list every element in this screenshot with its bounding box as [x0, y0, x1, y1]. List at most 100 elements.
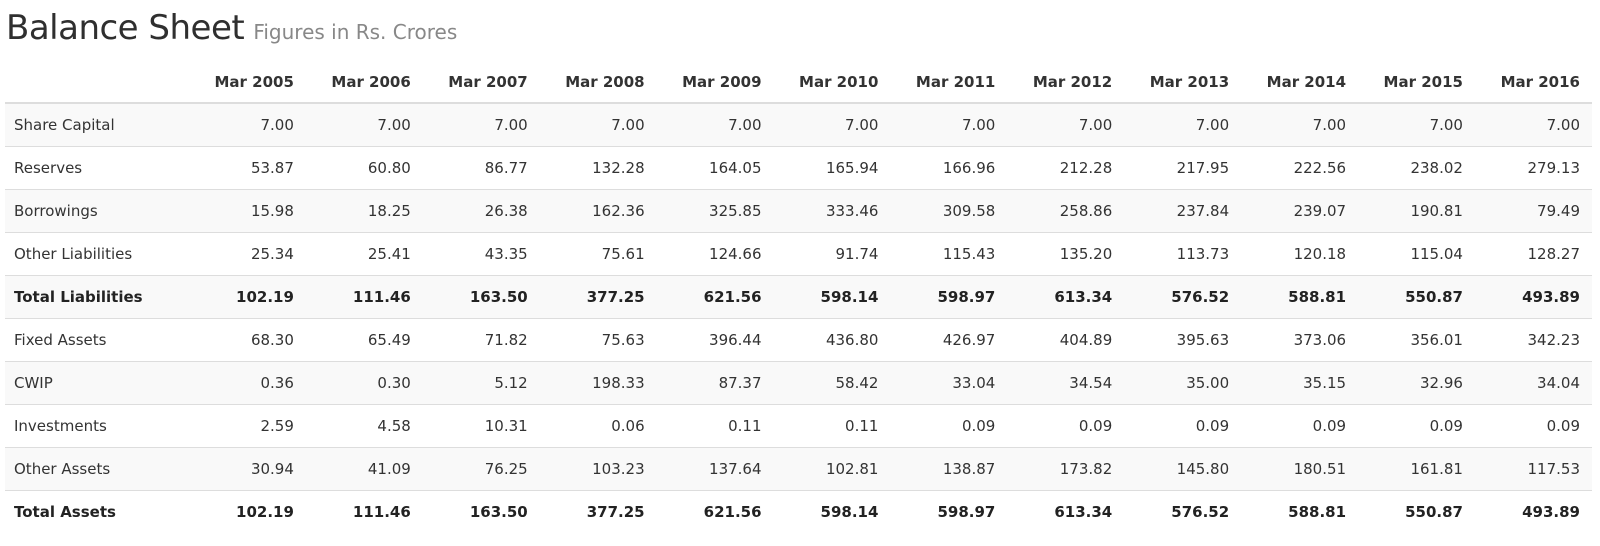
table-cell: 279.13 — [1474, 146, 1592, 190]
table-cell: 7.00 — [539, 102, 657, 147]
column-header: Mar 2010 — [773, 61, 891, 104]
table-cell: 0.36 — [189, 361, 306, 405]
table-cell: 588.81 — [1241, 275, 1359, 319]
table-cell: 26.38 — [422, 189, 540, 233]
row-label: Investments — [5, 404, 189, 448]
row-label: Other Assets — [5, 447, 189, 491]
table-cell: 111.46 — [305, 275, 423, 319]
table-cell: 180.51 — [1241, 447, 1359, 491]
table-cell: 10.31 — [422, 404, 540, 448]
table-cell: 576.52 — [1124, 490, 1242, 533]
table-cell: 68.30 — [189, 318, 306, 362]
table-row-total: Total Assets 102.19 111.46 163.50 377.25 621.… — [5, 490, 1592, 533]
table-cell: 164.05 — [656, 146, 774, 190]
table-row: Other Assets 30.94 41.09 76.25 103.23 137.64 1… — [5, 447, 1592, 491]
row-label: Total Liabilities — [5, 275, 189, 319]
table-cell: 102.19 — [189, 490, 306, 533]
header-corner-cell — [5, 61, 189, 104]
table-cell: 621.56 — [656, 490, 774, 533]
row-label: Share Capital — [5, 102, 189, 147]
table-cell: 613.34 — [1007, 275, 1125, 319]
table-cell: 43.35 — [422, 232, 540, 276]
table-cell: 0.09 — [1474, 404, 1592, 448]
table-cell: 0.09 — [1007, 404, 1125, 448]
table-cell: 34.04 — [1474, 361, 1592, 405]
table-cell: 75.61 — [539, 232, 657, 276]
column-header: Mar 2008 — [539, 61, 657, 104]
table-cell: 217.95 — [1124, 146, 1242, 190]
table-cell: 86.77 — [422, 146, 540, 190]
table-cell: 7.00 — [305, 102, 423, 147]
table-cell: 120.18 — [1241, 232, 1359, 276]
table-cell: 598.14 — [773, 275, 891, 319]
table-cell: 598.14 — [773, 490, 891, 533]
table-cell: 239.07 — [1241, 189, 1359, 233]
header-row: Mar 2005 Mar 2006 Mar 2007 Mar 2008 Mar 2009… — [5, 61, 1592, 104]
table-cell: 162.36 — [539, 189, 657, 233]
table-cell: 33.04 — [890, 361, 1008, 405]
table-cell: 115.43 — [890, 232, 1008, 276]
table-cell: 117.53 — [1474, 447, 1592, 491]
table-cell: 132.28 — [539, 146, 657, 190]
table-cell: 25.41 — [305, 232, 423, 276]
table-cell: 0.09 — [890, 404, 1008, 448]
column-header: Mar 2016 — [1474, 61, 1592, 104]
table-cell: 436.80 — [773, 318, 891, 362]
table-cell: 598.97 — [890, 490, 1008, 533]
table-cell: 2.59 — [189, 404, 306, 448]
table-cell: 7.00 — [890, 102, 1008, 147]
row-label: Fixed Assets — [5, 318, 189, 362]
table-cell: 550.87 — [1358, 275, 1475, 319]
table-cell: 113.73 — [1124, 232, 1242, 276]
table-cell: 102.19 — [189, 275, 306, 319]
table-cell: 7.00 — [1358, 102, 1475, 147]
table-cell: 325.85 — [656, 189, 774, 233]
table-cell: 598.97 — [890, 275, 1008, 319]
table-cell: 373.06 — [1241, 318, 1359, 362]
page-title: Balance Sheet — [6, 8, 245, 48]
table-cell: 60.80 — [305, 146, 423, 190]
row-label: Borrowings — [5, 189, 189, 233]
table-cell: 34.54 — [1007, 361, 1125, 405]
table-row: Share Capital 7.00 7.00 7.00 7.00 7.00 7.00 7.0… — [5, 102, 1592, 147]
table-cell: 128.27 — [1474, 232, 1592, 276]
table-row: Other Liabilities 25.34 25.41 43.35 75.61 124… — [5, 232, 1592, 276]
table-cell: 395.63 — [1124, 318, 1242, 362]
table-cell: 222.56 — [1241, 146, 1359, 190]
table-cell: 18.25 — [305, 189, 423, 233]
table-header: Mar 2005 Mar 2006 Mar 2007 Mar 2008 Mar 2009… — [5, 61, 1592, 104]
table-cell: 53.87 — [189, 146, 306, 190]
table-cell: 404.89 — [1007, 318, 1125, 362]
table-cell: 76.25 — [422, 447, 540, 491]
table-cell: 621.56 — [656, 275, 774, 319]
table-cell: 165.94 — [773, 146, 891, 190]
table-cell: 145.80 — [1124, 447, 1242, 491]
table-cell: 342.23 — [1474, 318, 1592, 362]
table-cell: 0.06 — [539, 404, 657, 448]
table-cell: 65.49 — [305, 318, 423, 362]
table-cell: 35.15 — [1241, 361, 1359, 405]
table-cell: 161.81 — [1358, 447, 1475, 491]
table-cell: 166.96 — [890, 146, 1008, 190]
table-cell: 115.04 — [1358, 232, 1475, 276]
table-row: CWIP 0.36 0.30 5.12 198.33 87.37 58.42 33.04 34.… — [5, 361, 1592, 405]
table-cell: 550.87 — [1358, 490, 1475, 533]
page-header: Balance Sheet Figures in Rs. Crores — [6, 8, 457, 48]
table-cell: 309.58 — [890, 189, 1008, 233]
column-header: Mar 2005 — [189, 61, 306, 104]
table-cell: 163.50 — [422, 490, 540, 533]
column-header: Mar 2012 — [1007, 61, 1125, 104]
row-label: Total Assets — [5, 490, 189, 533]
table-cell: 5.12 — [422, 361, 540, 405]
table-row: Borrowings 15.98 18.25 26.38 162.36 325.85 333… — [5, 189, 1592, 233]
row-label: CWIP — [5, 361, 189, 405]
column-header: Mar 2007 — [422, 61, 540, 104]
table-cell: 0.11 — [773, 404, 891, 448]
table-cell: 426.97 — [890, 318, 1008, 362]
table-cell: 377.25 — [539, 275, 657, 319]
balance-sheet-table: Mar 2005 Mar 2006 Mar 2007 Mar 2008 Mar 2009… — [5, 61, 1592, 533]
row-label: Other Liabilities — [5, 232, 189, 276]
table-cell: 237.84 — [1124, 189, 1242, 233]
table-cell: 258.86 — [1007, 189, 1125, 233]
table-row: Fixed Assets 68.30 65.49 71.82 75.63 396.44 43… — [5, 318, 1592, 362]
